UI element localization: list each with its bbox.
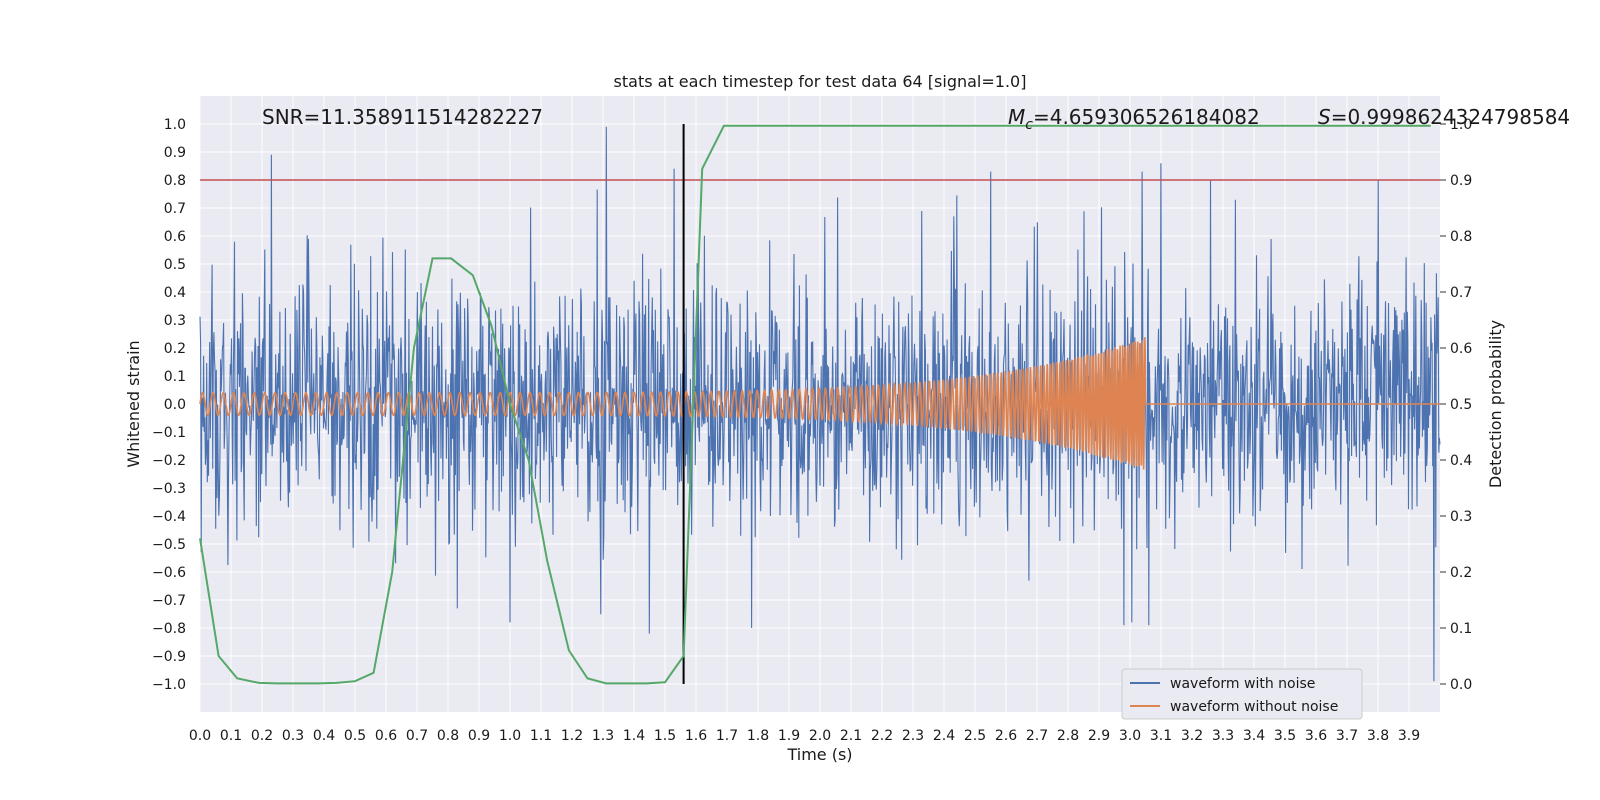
- y-tick-label: 0.1: [164, 369, 186, 385]
- y-tick-label: 0.6: [164, 229, 186, 245]
- x-tick-label: 2.3: [902, 728, 924, 744]
- legend-box: [1121, 668, 1363, 720]
- x-tick-label: 2.7: [1026, 728, 1048, 744]
- x-tick-label: 1.1: [530, 728, 552, 744]
- y-right-tick-label: 0.0: [1450, 677, 1472, 693]
- y-tick-label: −0.4: [152, 509, 186, 525]
- x-tick-label: 1.9: [778, 728, 800, 744]
- y-axis-label: Whitened strain: [124, 340, 143, 467]
- y-right-tick-label: 0.8: [1450, 229, 1472, 245]
- y-tick-label: −1.0: [152, 677, 186, 693]
- y-right-tick-label: 0.5: [1450, 397, 1472, 413]
- x-tick-label: 0.7: [406, 728, 428, 744]
- chirp-line: [199, 337, 1440, 470]
- y-tick-label: −0.5: [152, 537, 186, 553]
- x-tick-label: 3.3: [1212, 728, 1234, 744]
- legend: waveform with noise waveform without noi…: [1121, 668, 1363, 720]
- x-tick-label: 3.8: [1367, 728, 1389, 744]
- x-tick-label: 3.2: [1181, 728, 1203, 744]
- y-right-tick-label: 0.1: [1450, 621, 1472, 637]
- y-tick-label: 0.7: [164, 201, 186, 217]
- series-detection-probability: [199, 124, 1431, 685]
- x-tick-label: 2.4: [933, 728, 955, 744]
- y-tick-label: −0.6: [152, 565, 186, 581]
- x-tick-label: 2.1: [840, 728, 862, 744]
- y-tick-label: 1.0: [164, 117, 186, 133]
- x-tick-label: 1.6: [685, 728, 707, 744]
- y-tick-label: 0.2: [164, 341, 186, 357]
- x-tick-label: 3.1: [1150, 728, 1172, 744]
- y-tick-labels: 1.0 0.9 0.8 0.7 0.6 0.5 0.4 0.3 0.2 0.1 0.0 −0.1 −0.…: [152, 117, 186, 693]
- y-right-tick-label: 0.3: [1450, 509, 1472, 525]
- y-right-tick-labels: 1.0 0.9 0.8 0.7 0.6 0.5 0.4 0.3 0.2 0.1 0.0: [1440, 117, 1472, 693]
- x-tick-label: 0.1: [220, 728, 242, 744]
- x-tick-label: 2.6: [995, 728, 1017, 744]
- x-tick-label: 2.5: [964, 728, 986, 744]
- y-right-axis-label: Detection probability: [1486, 320, 1505, 488]
- x-tick-labels: 0.0 0.1 0.2 0.3 0.4 0.5 0.6 0.7 0.8 0.9 1.0 1.1 1.2 1…: [189, 728, 1420, 744]
- y-tick-label: −0.3: [152, 481, 186, 497]
- y-right-tick-label: 1.0: [1450, 117, 1472, 133]
- x-tick-label: 1.5: [654, 728, 676, 744]
- x-tick-label: 2.2: [871, 728, 893, 744]
- probability-line: [199, 124, 1431, 685]
- x-tick-label: 1.3: [592, 728, 614, 744]
- x-tick-label: 2.0: [809, 728, 831, 744]
- x-tick-label: 1.2: [561, 728, 583, 744]
- x-tick-label: 0.9: [468, 728, 490, 744]
- legend-label-clean: waveform without noise: [1170, 699, 1338, 715]
- x-tick-label: 3.6: [1305, 728, 1327, 744]
- threshold-and-marker: [200, 124, 1440, 684]
- x-tick-label: 3.5: [1274, 728, 1296, 744]
- grid: [199, 96, 1440, 712]
- y-tick-label: −0.8: [152, 621, 186, 637]
- y-right-tick-label: 0.2: [1450, 565, 1472, 581]
- legend-label-noise: waveform with noise: [1170, 676, 1315, 692]
- y-tick-label: 0.8: [164, 173, 186, 189]
- mc-symbol: M: [1008, 105, 1025, 129]
- s-annotation: S=0.9998624324798584: [1318, 105, 1570, 129]
- y-tick-label: 0.0: [164, 397, 186, 413]
- x-tick-label: 1.8: [747, 728, 769, 744]
- x-tick-label: 2.8: [1057, 728, 1079, 744]
- x-tick-label: 0.2: [251, 728, 273, 744]
- snr-annotation: SNR=11.358911514282227: [262, 105, 543, 129]
- x-tick-label: 1.0: [499, 728, 521, 744]
- x-tick-label: 3.0: [1119, 728, 1141, 744]
- x-tick-label: 3.7: [1336, 728, 1358, 744]
- series-waveform-without-noise: [199, 337, 1440, 470]
- y-right-tick-label: 0.9: [1450, 173, 1472, 189]
- y-tick-label: −0.7: [152, 593, 186, 609]
- y-tick-label: 0.4: [164, 285, 186, 301]
- x-tick-label: 3.4: [1243, 728, 1265, 744]
- mc-annotation: Mc=4.659306526184082: [1008, 105, 1260, 133]
- x-tick-label: 0.0: [189, 728, 211, 744]
- s-value: =0.9998624324798584: [1331, 105, 1570, 129]
- y-tick-label: 0.5: [164, 257, 186, 273]
- x-tick-label: 0.4: [313, 728, 335, 744]
- y-tick-label: 0.3: [164, 313, 186, 329]
- mc-subscript: c: [1025, 117, 1033, 133]
- y-right-tick-label: 0.4: [1450, 453, 1472, 469]
- y-tick-label: −0.1: [152, 425, 186, 441]
- y-right-tick-label: 0.6: [1450, 341, 1472, 357]
- y-right-tick-label: 0.7: [1450, 285, 1472, 301]
- x-tick-label: 0.5: [344, 728, 366, 744]
- y-tick-label: 0.9: [164, 145, 186, 161]
- x-tick-label: 1.4: [623, 728, 645, 744]
- chart-title: stats at each timestep for test data 64 …: [614, 72, 1027, 91]
- mc-value: =4.659306526184082: [1033, 105, 1260, 129]
- x-tick-label: 1.7: [716, 728, 738, 744]
- x-tick-label: 0.6: [375, 728, 397, 744]
- x-tick-label: 0.8: [437, 728, 459, 744]
- x-axis-label: Time (s): [786, 745, 852, 764]
- s-symbol: S: [1318, 105, 1331, 129]
- x-tick-label: 0.3: [282, 728, 304, 744]
- x-tick-label: 2.9: [1088, 728, 1110, 744]
- x-tick-label: 3.9: [1398, 728, 1420, 744]
- y-tick-label: −0.2: [152, 453, 186, 469]
- y-tick-label: −0.9: [152, 649, 186, 665]
